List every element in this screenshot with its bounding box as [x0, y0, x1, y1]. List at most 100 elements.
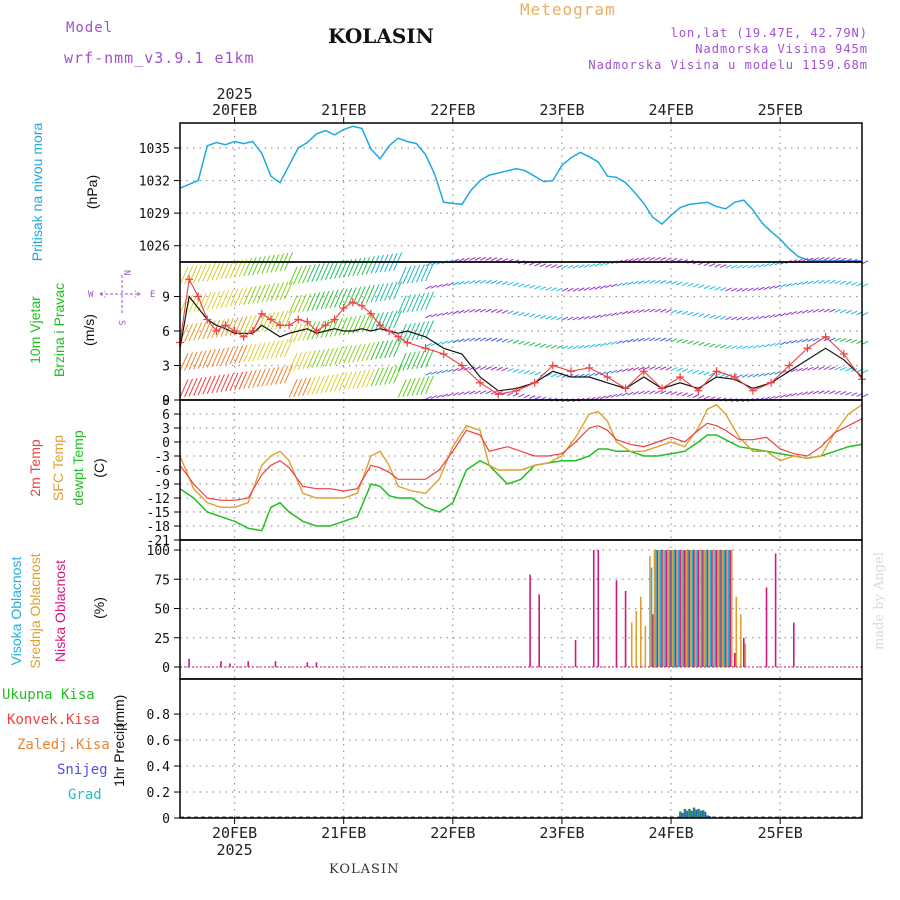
wind-barb: [496, 280, 503, 285]
wind-barb: [297, 351, 307, 371]
wind-barb: [719, 315, 727, 320]
wind-barb: [463, 338, 470, 342]
wind-barb: [665, 390, 672, 395]
wind-barb: [338, 259, 348, 279]
wind-barb: [425, 314, 432, 319]
wind-barb: [474, 390, 481, 395]
wind-barb: [447, 282, 454, 287]
wind-barb: [648, 390, 656, 395]
wind-barb: [474, 256, 481, 261]
wind-barb: [790, 368, 798, 373]
precip-bar: [695, 809, 698, 818]
wind-barb: [845, 391, 852, 396]
wind-barb: [397, 295, 407, 314]
wind-barb: [458, 338, 465, 343]
wind-barb: [790, 282, 798, 287]
wind-barb: [485, 390, 492, 395]
wind-barb: [572, 287, 580, 292]
wind-barb: [338, 317, 348, 336]
wind-barb: [202, 376, 212, 395]
wind-barb: [632, 280, 640, 285]
wind-barb: [659, 308, 667, 313]
wind-barb: [627, 281, 634, 286]
wind-barb: [202, 292, 212, 311]
wind-barb: [270, 311, 280, 331]
wind-barb: [599, 395, 607, 400]
wind-barb: [490, 308, 498, 313]
wind-gust-marker: [312, 327, 321, 335]
wind-gust-marker: [357, 301, 366, 310]
y-tick-label: 1026: [139, 240, 170, 255]
wind-barb: [356, 314, 366, 334]
wind-barb: [501, 281, 509, 285]
wind-barb: [306, 292, 316, 312]
wind-barb: [610, 312, 618, 317]
panel-frame: [179, 539, 863, 680]
wind-barb: [687, 369, 694, 374]
wind-barb: [823, 390, 831, 395]
wind-barb: [698, 313, 705, 318]
wind-barb: [583, 287, 590, 291]
wind-barb: [545, 263, 552, 268]
y-tick-label: 75: [154, 573, 170, 588]
wind-barb: [306, 376, 316, 396]
wind-barb: [567, 287, 574, 292]
wind-barb: [790, 311, 798, 315]
wind-barb: [315, 375, 325, 394]
wind-barb: [463, 280, 470, 285]
wind-barb: [202, 263, 212, 282]
wind-barb: [234, 345, 244, 364]
temp2m-line: [179, 418, 863, 501]
wind-barb: [627, 391, 634, 396]
wind-barb: [270, 340, 280, 359]
wind-barb: [179, 266, 189, 286]
wind-barb: [270, 282, 280, 302]
wind-barb: [796, 310, 803, 315]
wind-barb: [698, 341, 705, 346]
wind-barb: [512, 311, 520, 316]
wind-barb: [572, 316, 580, 321]
y-tick-label: -3: [154, 450, 170, 465]
wind-barb: [220, 260, 230, 280]
compass-east: E: [150, 290, 155, 300]
wind-barb: [370, 368, 380, 387]
wind-barb: [297, 294, 307, 313]
wind-barb: [861, 393, 869, 398]
precip-bar: [701, 810, 705, 818]
wind-barb: [293, 323, 303, 342]
coordinates-text: lon,lat (19.47E, 42.79N): [670, 26, 868, 40]
wind-barb: [397, 324, 407, 343]
wind-gust-marker: [585, 363, 594, 372]
y-tick-label: 0.2: [147, 786, 170, 801]
wind-barb: [279, 365, 289, 384]
wind-barb: [496, 309, 503, 314]
x-tick-label-top: 23FEB: [539, 101, 584, 119]
meteogram-label: Meteogram: [520, 0, 616, 19]
wind-gust-marker: [321, 321, 330, 330]
wind-barb: [807, 309, 814, 314]
wind-barb: [812, 280, 820, 285]
wind-barb: [714, 344, 721, 348]
wind-barb: [393, 364, 403, 384]
wind-axis-label-1: 10m Vjetar: [27, 296, 43, 364]
wind-barb: [388, 365, 398, 384]
y-tick-label: 1032: [139, 175, 170, 190]
wind-barb: [610, 340, 618, 345]
wind-barb: [188, 378, 198, 397]
precip-bar: [688, 808, 691, 818]
wind-barb: [325, 319, 334, 338]
wind-barb: [334, 317, 344, 337]
wind-barb: [243, 286, 253, 306]
wind-barb: [320, 374, 330, 394]
wind-barb: [769, 285, 776, 290]
wind-barb: [752, 264, 760, 269]
wind-barb: [211, 348, 221, 367]
wind-barb: [279, 310, 289, 329]
wind-barb: [561, 374, 569, 378]
x-tick-label-top: 22FEB: [430, 101, 475, 119]
wind-barb: [659, 337, 667, 342]
wind-barb: [556, 345, 563, 350]
wind-barb: [402, 352, 412, 371]
wind-barb: [288, 379, 298, 398]
wind-barb: [441, 283, 449, 288]
